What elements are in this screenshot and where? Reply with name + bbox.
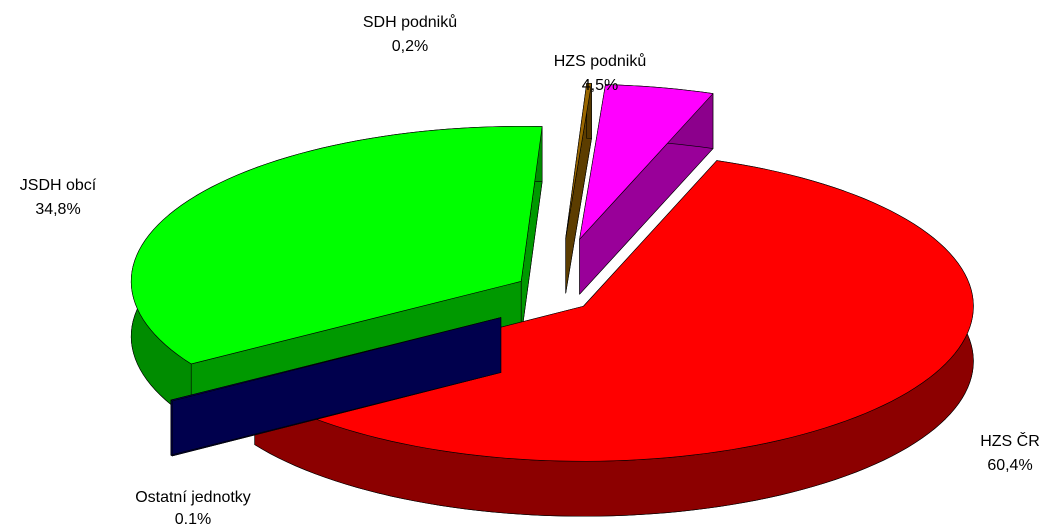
category-label: HZS ČR (980, 431, 1040, 450)
value-label: 60,4% (987, 457, 1032, 474)
slice-top (170, 317, 502, 402)
category-label: HZS podniků (554, 52, 647, 70)
category-label: JSDH obcí (20, 177, 97, 194)
value-label: 34,8% (35, 201, 80, 218)
category-label: SDH podniků (363, 13, 457, 31)
slice-top (579, 84, 714, 240)
value-label: 0,2% (392, 38, 428, 55)
value-label: 4,5% (582, 77, 618, 94)
category-label: Ostatní jednotky (135, 489, 251, 506)
slice-wall (170, 399, 173, 457)
slice-top (130, 126, 543, 365)
pie (130, 83, 974, 517)
slice-top (565, 83, 592, 239)
value-label: 0.1% (175, 511, 211, 528)
slice (130, 126, 543, 420)
slice (170, 317, 502, 457)
slice (579, 84, 714, 295)
slice (565, 83, 592, 294)
